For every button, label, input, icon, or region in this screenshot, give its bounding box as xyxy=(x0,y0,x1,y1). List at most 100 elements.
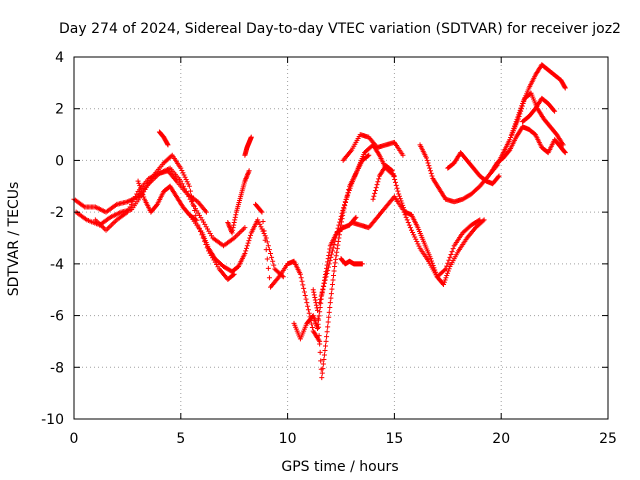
series-track-n xyxy=(340,132,406,163)
data-point xyxy=(305,303,311,309)
data-point xyxy=(446,266,452,272)
data-point xyxy=(337,219,343,225)
data-point xyxy=(410,230,416,236)
series-track-h xyxy=(242,134,254,158)
data-point xyxy=(445,270,451,276)
data-point xyxy=(480,218,486,224)
data-point xyxy=(192,208,198,214)
data-point xyxy=(375,179,381,185)
data-point xyxy=(315,316,321,322)
data-point xyxy=(429,260,435,266)
data-point xyxy=(141,194,147,200)
data-point xyxy=(424,157,430,163)
data-point xyxy=(392,176,398,182)
data-point xyxy=(329,251,335,257)
data-point xyxy=(508,132,514,138)
data-point xyxy=(243,248,249,254)
data-point xyxy=(245,240,251,246)
data-point xyxy=(413,236,419,242)
data-series xyxy=(71,62,568,381)
series-track-g xyxy=(225,168,252,236)
x-tick-label: 5 xyxy=(176,431,185,447)
data-point xyxy=(126,207,132,213)
series-track-i xyxy=(253,201,323,344)
data-point xyxy=(445,260,451,266)
series-track-e xyxy=(135,178,199,223)
data-point xyxy=(319,375,325,381)
data-point xyxy=(518,108,524,114)
data-point xyxy=(331,241,337,247)
x-axis-title: GPS time / hours xyxy=(281,459,398,475)
data-point xyxy=(428,256,434,262)
data-point xyxy=(322,277,328,283)
data-point xyxy=(401,207,407,213)
data-point xyxy=(431,265,437,271)
series-track-p xyxy=(370,163,487,288)
data-point xyxy=(338,213,344,219)
data-point xyxy=(316,333,322,339)
data-point xyxy=(325,319,331,325)
data-point xyxy=(562,84,568,90)
data-point xyxy=(268,251,274,257)
data-point xyxy=(262,237,268,243)
data-point xyxy=(345,192,351,198)
data-point xyxy=(433,269,439,275)
data-point xyxy=(376,176,382,182)
data-point xyxy=(441,282,447,288)
data-point xyxy=(315,307,321,313)
data-point xyxy=(231,222,237,228)
data-point xyxy=(134,191,140,197)
data-point xyxy=(332,260,338,266)
data-point xyxy=(442,267,448,273)
data-point xyxy=(342,199,348,205)
data-point xyxy=(302,293,308,299)
data-point xyxy=(324,334,330,340)
data-point xyxy=(191,203,197,209)
data-point xyxy=(247,235,253,241)
data-point xyxy=(372,187,378,193)
data-point xyxy=(317,341,323,347)
data-point xyxy=(481,217,487,223)
x-tick-label: 10 xyxy=(279,431,297,447)
data-point xyxy=(506,148,512,154)
data-point xyxy=(411,232,417,238)
data-point xyxy=(262,233,268,239)
data-point xyxy=(138,187,144,193)
data-point xyxy=(430,262,436,268)
data-point xyxy=(135,178,141,184)
data-point xyxy=(428,170,434,176)
data-point xyxy=(450,246,456,252)
data-point xyxy=(131,196,137,202)
data-point xyxy=(263,247,269,253)
data-point xyxy=(325,324,331,330)
data-point xyxy=(301,289,307,295)
data-point xyxy=(323,338,329,344)
data-point xyxy=(326,309,332,315)
data-point xyxy=(337,216,343,222)
data-point xyxy=(414,239,420,245)
data-point xyxy=(137,183,143,189)
data-point xyxy=(269,254,275,260)
data-point xyxy=(423,155,429,161)
data-point xyxy=(246,168,252,174)
data-point xyxy=(230,227,236,233)
data-point xyxy=(366,152,372,158)
data-point xyxy=(319,370,325,376)
data-point xyxy=(407,225,413,231)
data-point xyxy=(507,137,513,143)
data-point xyxy=(518,106,524,112)
y-tick-label: -10 xyxy=(41,412,64,428)
data-point xyxy=(303,296,309,302)
data-point xyxy=(425,160,431,166)
data-point xyxy=(309,321,315,327)
data-point xyxy=(429,258,435,264)
data-point xyxy=(242,225,248,231)
data-point xyxy=(449,249,455,255)
data-point xyxy=(389,168,395,174)
data-point xyxy=(445,268,451,274)
data-point xyxy=(256,219,262,225)
data-point xyxy=(394,185,400,191)
data-point xyxy=(396,191,402,197)
data-point xyxy=(406,222,412,228)
